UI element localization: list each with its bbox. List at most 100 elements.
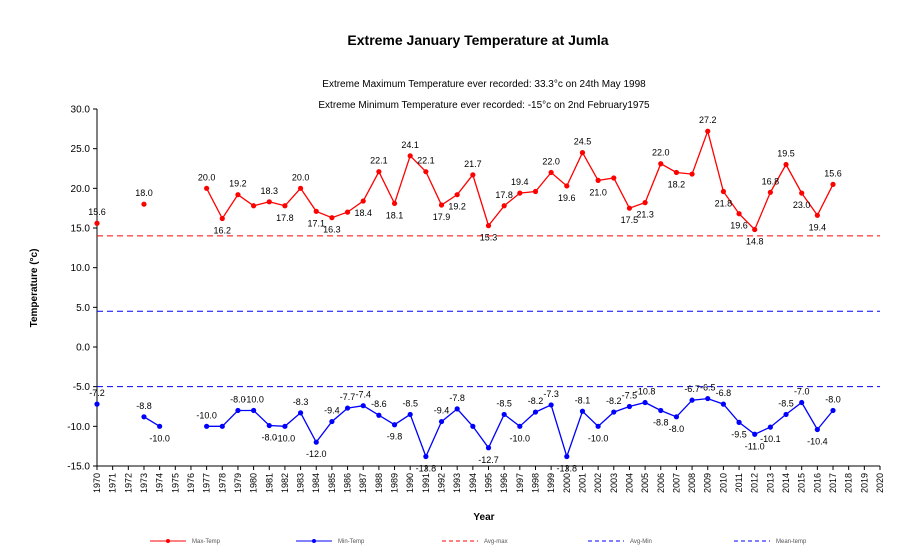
data-label-max-temp: 24.5 xyxy=(574,137,592,147)
data-label-min-temp: -7.8 xyxy=(449,393,465,403)
data-point-max-temp xyxy=(658,161,664,167)
x-tick-label: 2011 xyxy=(734,473,744,492)
data-point-min-temp xyxy=(485,445,492,451)
data-label-max-temp: 24.1 xyxy=(401,140,419,150)
data-point-min-temp xyxy=(157,423,163,429)
data-label-max-temp: 16.3 xyxy=(323,225,341,235)
legend-label-mean-temp: Mean-temp xyxy=(776,539,807,545)
data-point-min-temp xyxy=(454,406,460,412)
data-point-min-temp xyxy=(344,405,351,411)
data-label-min-temp: -9.8 xyxy=(387,432,403,442)
x-tick-label: 2014 xyxy=(781,473,791,493)
data-label-min-temp: -8.3 xyxy=(293,397,309,407)
data-label-min-temp: -8.1 xyxy=(575,395,591,405)
data-point-min-temp xyxy=(282,423,288,429)
data-point-min-temp xyxy=(532,409,539,415)
x-tick-label: 2000 xyxy=(562,473,572,493)
data-point-min-temp xyxy=(204,423,210,429)
x-tick-label: 1986 xyxy=(343,473,353,493)
data-label-max-temp: 19.4 xyxy=(511,177,529,187)
y-tick-label: 10.0 xyxy=(71,263,91,274)
x-tick-label: 1997 xyxy=(515,473,525,493)
chart-note-max: Extreme Maximum Temperature ever recorde… xyxy=(322,79,646,90)
x-tick-label: 2016 xyxy=(812,473,822,493)
x-tick-label: 2019 xyxy=(859,473,869,493)
x-tick-label: 1977 xyxy=(202,473,212,493)
x-tick-label: 2003 xyxy=(609,473,619,493)
data-point-max-temp xyxy=(814,212,820,218)
data-point-max-temp xyxy=(454,192,460,198)
data-label-max-temp: 15.6 xyxy=(88,207,106,217)
data-point-max-temp xyxy=(251,203,257,209)
data-label-min-temp: -7.7 xyxy=(340,392,356,402)
data-label-min-temp: -8.6 xyxy=(371,399,387,409)
data-point-max-temp xyxy=(235,192,241,198)
data-point-min-temp xyxy=(720,401,727,407)
axes: 30.0 25.0 20.0 15.0 10.0 5.0 0.0 -5.0 -10.0 -15.0… xyxy=(67,105,885,494)
data-point-max-temp xyxy=(297,185,304,191)
data-label-min-temp: -7.4 xyxy=(355,390,371,400)
data-label-min-temp: -10.0 xyxy=(149,433,170,443)
data-label-min-temp: -8.5 xyxy=(496,398,512,408)
data-label-max-temp: 20.0 xyxy=(198,172,216,182)
y-tick-label: -10.0 xyxy=(67,422,90,433)
data-point-min-temp xyxy=(736,419,742,425)
x-tick-label: 2006 xyxy=(656,473,666,493)
data-label-min-temp: -10.0 xyxy=(196,410,217,420)
x-tick-label: 1975 xyxy=(170,473,180,493)
data-point-min-temp xyxy=(219,423,225,429)
data-point-max-temp xyxy=(626,205,633,211)
data-point-max-temp xyxy=(391,200,398,207)
legend-label-avg-min: Avg-Min xyxy=(630,539,652,545)
data-label-min-temp: -8.0 xyxy=(262,433,278,443)
data-point-min-temp xyxy=(266,422,272,429)
data-point-max-temp xyxy=(266,199,272,205)
data-point-max-temp xyxy=(548,169,554,176)
x-tick-label: 1999 xyxy=(546,473,556,493)
y-tick-label: 20.0 xyxy=(71,184,91,195)
data-label-max-temp: 22.0 xyxy=(652,148,670,158)
data-label-min-temp: -6.5 xyxy=(700,383,716,393)
data-point-max-temp xyxy=(705,128,711,134)
x-tick-label: 1993 xyxy=(452,473,462,493)
data-point-min-temp xyxy=(626,403,633,410)
y-tick-label: 0.0 xyxy=(76,343,90,354)
x-tick-label: 1972 xyxy=(123,473,133,493)
x-tick-label: 2002 xyxy=(593,473,603,493)
data-point-min-temp xyxy=(517,423,523,429)
x-tick-label: 1991 xyxy=(421,473,431,493)
x-axis-label: Year xyxy=(473,512,494,523)
data-label-max-temp: 17.5 xyxy=(621,215,639,225)
data-point-max-temp xyxy=(799,190,805,196)
data-point-max-temp xyxy=(517,190,523,196)
y-tick-label: -5.0 xyxy=(73,382,91,393)
x-tick-label: 1985 xyxy=(327,473,337,493)
x-tick-label: 2005 xyxy=(640,473,650,493)
y-tick-label: -15.0 xyxy=(67,462,90,473)
y-tick-label: 5.0 xyxy=(76,303,90,314)
data-point-max-temp xyxy=(564,183,570,189)
data-point-min-temp xyxy=(564,453,570,460)
data-label-max-temp: 23.0 xyxy=(793,200,811,210)
data-label-max-temp: 18.0 xyxy=(135,188,153,198)
data-label-max-temp: 17.8 xyxy=(495,190,513,200)
y-tick-label: 30.0 xyxy=(71,105,91,116)
data-label-max-temp: 19.5 xyxy=(777,149,795,159)
x-tick-label: 1992 xyxy=(437,473,447,493)
data-point-min-temp xyxy=(611,409,617,415)
data-point-min-temp xyxy=(783,411,789,418)
legend-marker-max-temp xyxy=(166,539,170,543)
x-tick-label: 2012 xyxy=(750,473,760,493)
data-point-min-temp xyxy=(313,439,319,445)
data-point-max-temp xyxy=(642,200,648,206)
data-label-max-temp: 22.0 xyxy=(542,156,560,166)
data-label-max-temp: 19.4 xyxy=(809,222,827,232)
y-tick-label: 15.0 xyxy=(71,224,91,235)
data-label-min-temp: -10.4 xyxy=(807,437,828,447)
data-label-max-temp: 27.2 xyxy=(699,115,717,125)
data-label-max-temp: 21.8 xyxy=(715,199,733,209)
data-label-max-temp: 20.0 xyxy=(292,172,310,182)
data-label-max-temp: 16.2 xyxy=(214,225,232,235)
x-tick-label: 1970 xyxy=(92,473,102,493)
